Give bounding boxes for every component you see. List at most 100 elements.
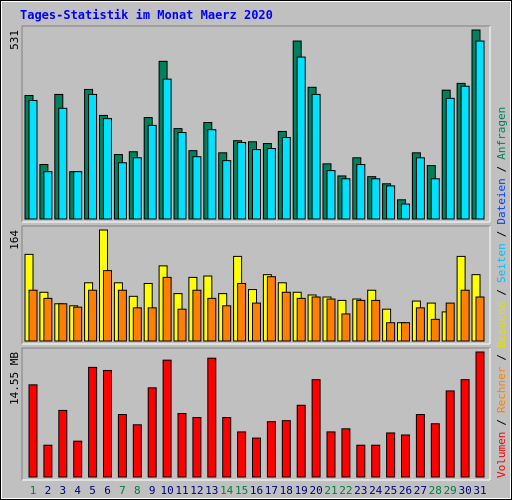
bar xyxy=(237,282,247,342)
legend-entry: Seiten xyxy=(495,243,508,283)
bar xyxy=(341,178,351,220)
x-tick-label: 19 xyxy=(295,484,308,497)
bar xyxy=(103,118,112,220)
bar xyxy=(58,303,68,342)
bar xyxy=(401,322,410,342)
bar xyxy=(296,404,306,478)
bar xyxy=(192,289,202,342)
bar xyxy=(73,440,83,478)
bar xyxy=(162,359,172,478)
bar xyxy=(132,424,142,478)
bar xyxy=(415,307,425,342)
x-tick-label: 31 xyxy=(473,484,486,497)
bar xyxy=(266,276,276,342)
legend-entry: Anfragen xyxy=(495,107,508,160)
bar xyxy=(386,185,396,220)
bar xyxy=(147,124,157,220)
bar xyxy=(281,291,291,342)
bar xyxy=(266,148,276,220)
bar xyxy=(117,289,127,342)
x-tick-label: 11 xyxy=(175,484,188,497)
bar xyxy=(475,351,485,478)
bar xyxy=(356,299,366,342)
x-tick-label: 13 xyxy=(205,484,218,497)
bar xyxy=(162,78,172,220)
bar xyxy=(222,417,232,478)
bar xyxy=(401,203,410,220)
bar xyxy=(117,162,127,220)
bar xyxy=(401,434,410,478)
legend-separator: / xyxy=(495,419,508,426)
chart-title: Tages-Statistik im Monat Maerz 2020 xyxy=(20,8,273,22)
bar xyxy=(445,390,455,478)
bar xyxy=(356,164,366,220)
bar xyxy=(341,313,351,342)
bar xyxy=(73,171,83,220)
x-tick-label: 18 xyxy=(280,484,293,497)
x-tick-label: 25 xyxy=(384,484,397,497)
x-tick-label: 7 xyxy=(119,484,126,497)
bar xyxy=(326,431,336,478)
bar xyxy=(371,178,381,220)
bar xyxy=(177,308,187,342)
x-tick-label: 3 xyxy=(59,484,66,497)
bar xyxy=(222,160,232,220)
bar xyxy=(43,444,53,478)
bar xyxy=(281,420,291,478)
bar xyxy=(222,305,232,342)
legend-separator: / xyxy=(495,354,508,361)
x-tick-label: 4 xyxy=(74,484,81,497)
bar xyxy=(132,157,142,220)
x-tick-label: 5 xyxy=(89,484,96,497)
x-tick-label: 30 xyxy=(458,484,471,497)
bar xyxy=(252,302,261,342)
bar xyxy=(415,157,425,220)
bar xyxy=(475,40,485,220)
bar xyxy=(117,414,127,478)
bar xyxy=(281,136,291,220)
legend-separator: / xyxy=(495,166,508,173)
bar xyxy=(445,97,455,220)
x-tick-label: 10 xyxy=(160,484,173,497)
legend-entry: Volumen xyxy=(495,432,508,478)
bar xyxy=(43,297,53,342)
bar xyxy=(28,99,38,220)
bar xyxy=(207,357,217,478)
bar xyxy=(88,93,98,220)
bar xyxy=(430,423,440,478)
bar xyxy=(103,270,112,342)
bar xyxy=(311,379,321,478)
bar xyxy=(58,107,68,220)
x-tick-label: 6 xyxy=(104,484,111,497)
bar xyxy=(341,428,351,478)
bar xyxy=(326,298,336,342)
x-tick-label: 29 xyxy=(444,484,457,497)
y-tick-label: 164 xyxy=(8,230,21,250)
y-tick-label: 531 xyxy=(8,30,21,50)
bar xyxy=(88,289,98,342)
legend-separator: / xyxy=(495,289,508,296)
x-tick-label: 8 xyxy=(134,484,141,497)
bar xyxy=(475,296,485,342)
bar xyxy=(296,56,306,220)
bar xyxy=(207,297,217,342)
x-tick-label: 22 xyxy=(339,484,352,497)
bar xyxy=(147,387,157,478)
bar xyxy=(43,171,53,220)
bar xyxy=(460,289,470,342)
bar xyxy=(326,170,336,220)
bar xyxy=(237,431,247,478)
x-tick-label: 2 xyxy=(45,484,52,497)
bar xyxy=(192,156,202,220)
x-tick-label: 15 xyxy=(235,484,248,497)
bar xyxy=(415,414,425,478)
x-tick-label: 1 xyxy=(30,484,37,497)
x-tick-label: 24 xyxy=(369,484,383,497)
bar xyxy=(430,318,440,342)
bar xyxy=(311,296,321,342)
bar xyxy=(266,421,276,478)
bar xyxy=(371,444,381,478)
bar xyxy=(430,178,440,220)
x-tick-label: 26 xyxy=(399,484,412,497)
